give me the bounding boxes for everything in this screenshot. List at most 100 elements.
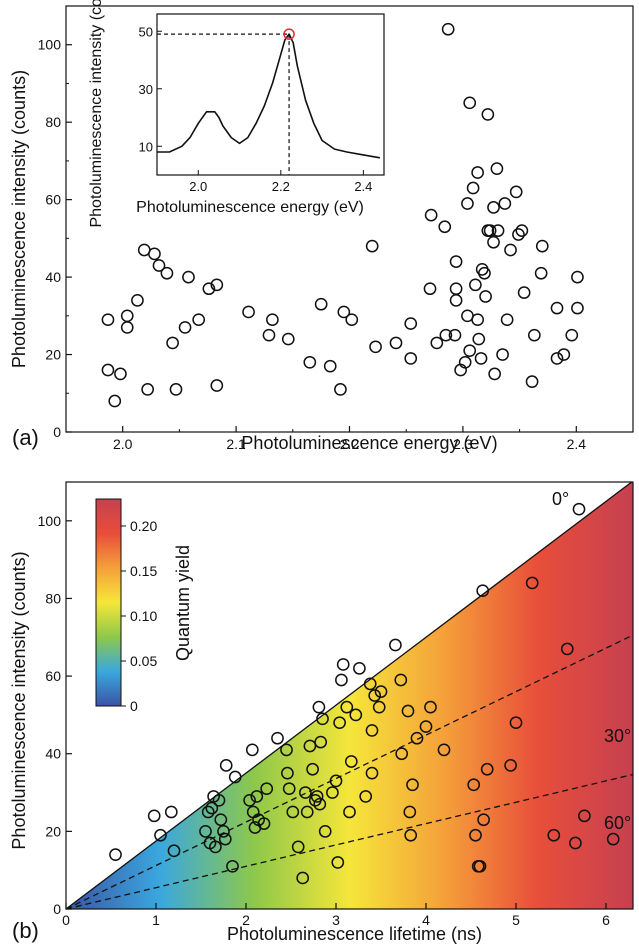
- data-point-b: [201, 805, 215, 819]
- colorbar: [95, 498, 122, 707]
- data-point-b: [406, 778, 419, 792]
- data-point-a: [509, 185, 523, 199]
- data-point-b: [228, 770, 242, 784]
- y-axis-label-b: Photoluminescence intensity (counts): [9, 551, 29, 849]
- data-point-a: [449, 255, 463, 268]
- data-point-b: [209, 840, 222, 854]
- data-point-a: [535, 239, 549, 253]
- data-point-a: [424, 208, 438, 222]
- x-tick-label-a: 2.2: [340, 436, 360, 452]
- plot-frame-b: [65, 481, 634, 910]
- data-point-b: [326, 786, 339, 799]
- x-tick-label-b: 2: [242, 912, 250, 928]
- y-tick-label-a: 80: [45, 114, 61, 130]
- data-point-a: [262, 328, 276, 342]
- y-tick-label-a: 20: [45, 347, 61, 363]
- data-point-b: [299, 786, 312, 799]
- data-point-b: [363, 677, 377, 691]
- data-point-a: [474, 352, 488, 365]
- data-point-b: [218, 832, 232, 846]
- data-point-a: [120, 309, 134, 323]
- inset-x-tick-label: 2.2: [272, 179, 290, 194]
- x-tick-label-a: 2.0: [113, 436, 133, 452]
- colorbar-tick-label: 0.20: [130, 518, 157, 534]
- data-point-a: [496, 348, 509, 361]
- data-point-b: [569, 836, 582, 850]
- data-point-b: [260, 782, 274, 796]
- x-tick-label-b: 0: [62, 912, 70, 928]
- data-point-a: [169, 383, 183, 396]
- data-point-a: [210, 278, 224, 292]
- data-point-b: [336, 658, 350, 671]
- inset-peak-marker: [283, 28, 295, 40]
- data-point-a: [131, 293, 144, 307]
- data-point-b: [291, 840, 305, 854]
- data-point-b: [476, 584, 490, 598]
- inset-y-tick-label: 30: [139, 82, 153, 97]
- data-point-a: [404, 317, 418, 330]
- data-point-a: [487, 235, 500, 249]
- x-axis-label-b: Photoluminescence lifetime (ns): [227, 924, 482, 944]
- data-point-a: [439, 328, 453, 342]
- data-point-a: [369, 340, 382, 354]
- data-point-a: [461, 197, 474, 210]
- data-point-b: [467, 778, 481, 792]
- data-point-b: [164, 805, 178, 819]
- data-point-b: [109, 848, 122, 862]
- inset-y-tick-label: 10: [139, 139, 153, 154]
- data-point-a: [101, 313, 115, 327]
- data-point-a: [160, 266, 174, 280]
- data-point-b: [424, 700, 437, 714]
- data-point-b: [437, 743, 451, 757]
- data-point-b: [365, 766, 379, 780]
- data-point-a: [148, 247, 161, 261]
- data-point-b: [410, 731, 424, 745]
- data-point-b: [281, 766, 294, 780]
- data-point-b: [372, 700, 386, 714]
- y-axis-label-a: Photoluminescence intensity (counts): [9, 70, 29, 368]
- data-point-a: [478, 266, 491, 280]
- data-point-a: [471, 166, 484, 179]
- data-point-a: [525, 375, 539, 389]
- data-point-b: [245, 743, 259, 757]
- data-point-b: [214, 813, 228, 827]
- data-point-b: [243, 793, 256, 807]
- data-point-a: [565, 328, 579, 342]
- data-point-b: [547, 828, 561, 842]
- data-point-b: [331, 856, 345, 869]
- data-point-a: [517, 286, 531, 299]
- data-point-a: [571, 270, 584, 284]
- data-point-a: [202, 282, 216, 296]
- data-point-b: [280, 743, 293, 757]
- data-point-b: [286, 805, 300, 819]
- data-point-a: [488, 367, 502, 381]
- data-point-b: [560, 642, 574, 656]
- data-point-a: [141, 383, 154, 396]
- data-point-b: [335, 673, 348, 687]
- data-point-b: [353, 661, 366, 675]
- y-tick-label-b: 20: [45, 823, 61, 839]
- data-point-b: [394, 673, 408, 687]
- inset-y-axis-label: Photoluminescence intensity (counts): [88, 0, 105, 228]
- data-point-a: [120, 321, 134, 334]
- data-point-b: [303, 739, 317, 753]
- data-point-a: [469, 278, 482, 292]
- data-point-b: [368, 689, 382, 702]
- data-point-a: [515, 224, 529, 237]
- data-point-a: [490, 162, 504, 176]
- data-point-a: [534, 266, 548, 280]
- data-point-b: [349, 708, 363, 722]
- data-point-b: [296, 871, 310, 885]
- x-tick-label-a: 2.3: [453, 436, 473, 452]
- data-point-a: [430, 336, 444, 350]
- data-point-b: [504, 759, 517, 772]
- data-point-b: [480, 762, 494, 776]
- data-point-b: [509, 716, 523, 730]
- data-point-b: [217, 825, 230, 838]
- colorbar-tick-label: 0.10: [130, 608, 157, 624]
- data-point-b: [282, 782, 296, 796]
- data-point-a: [449, 293, 463, 307]
- data-point-b: [333, 716, 346, 730]
- data-point-b: [525, 576, 539, 590]
